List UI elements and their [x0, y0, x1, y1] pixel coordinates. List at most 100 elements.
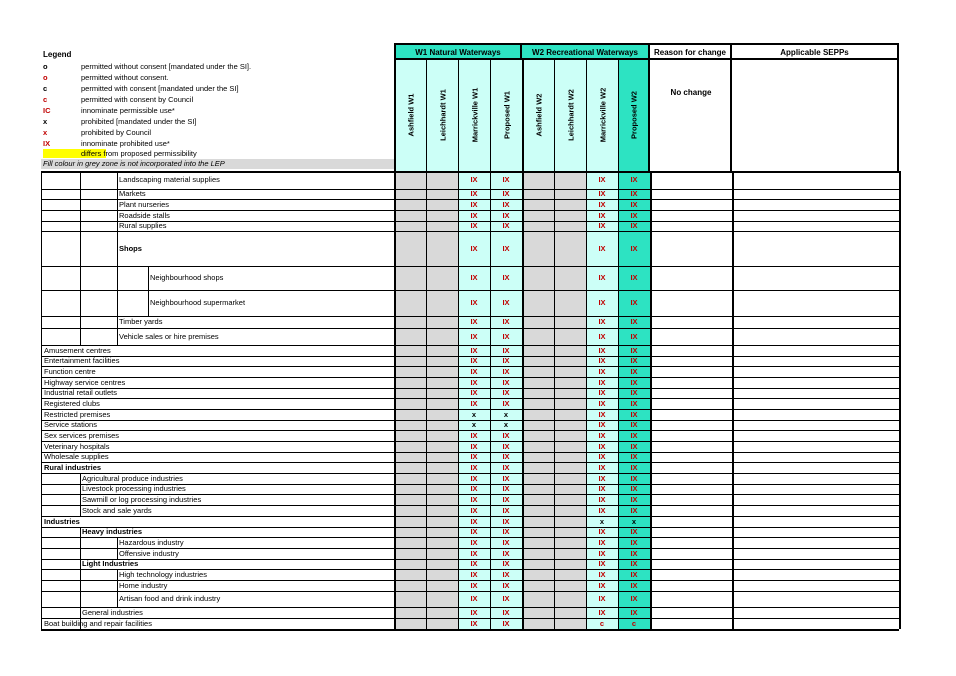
- permissibility-value: IX: [630, 346, 638, 355]
- permissibility-value: IX: [630, 378, 638, 387]
- row-label: High technology industries: [119, 570, 207, 579]
- permissibility-value: IX: [630, 463, 638, 472]
- permissibility-value: IX: [470, 517, 478, 526]
- permissibility-value: IX: [470, 442, 478, 451]
- row-divider: [41, 398, 899, 399]
- permissibility-value: IX: [598, 538, 606, 547]
- row-label: Plant nurseries: [119, 200, 170, 209]
- permissibility-value: IX: [502, 211, 510, 220]
- reason-header: Reason for change: [650, 43, 732, 60]
- row-label: Service stations: [44, 420, 97, 429]
- permissibility-value: IX: [630, 527, 638, 536]
- permissibility-value: IX: [470, 484, 478, 493]
- row-divider: [41, 607, 899, 608]
- column-header-ashfield-w1: Ashfield W1: [394, 60, 426, 171]
- row-divider: [41, 189, 899, 190]
- column-divider: [80, 527, 81, 629]
- permissibility-value: IX: [598, 463, 606, 472]
- row-divider: [41, 388, 899, 389]
- column-header-marrickville-w1: Marrickville W1: [458, 60, 490, 171]
- row-divider: [41, 409, 899, 410]
- permissibility-value: IX: [502, 298, 510, 307]
- permissibility-value: IX: [598, 346, 606, 355]
- column-divider: [117, 537, 118, 559]
- row-divider: [41, 266, 899, 267]
- row-divider: [41, 473, 899, 474]
- column-header-proposed-w2: Proposed W2: [618, 60, 650, 171]
- row-label: Artisan food and drink industry: [119, 594, 221, 603]
- row-divider: [41, 452, 899, 453]
- row-divider: [41, 345, 899, 346]
- permissibility-value: IX: [630, 200, 638, 209]
- column-header-leichhardt-w2: Leichhardt W2: [554, 60, 586, 171]
- row-label: Entertainment facilities: [44, 356, 120, 365]
- legend-description: permitted without consent [mandated unde…: [81, 62, 252, 71]
- permissibility-value: IX: [502, 442, 510, 451]
- permissibility-value: IX: [630, 608, 638, 617]
- row-divider: [41, 290, 899, 291]
- row-label: Light Industries: [82, 559, 139, 568]
- row-label: Roadside stalls: [119, 211, 170, 220]
- permissibility-value: IX: [502, 367, 510, 376]
- permissibility-value: IX: [502, 317, 510, 326]
- permissibility-value: IX: [502, 378, 510, 387]
- permissibility-value: IX: [470, 298, 478, 307]
- permissibility-value: IX: [598, 399, 606, 408]
- permissibility-value: x: [503, 410, 509, 419]
- permissibility-value: IX: [598, 378, 606, 387]
- permissibility-value: IX: [630, 399, 638, 408]
- permissibility-value: IX: [502, 549, 510, 558]
- permissibility-value: IX: [598, 495, 606, 504]
- permissibility-value: IX: [470, 367, 478, 376]
- column-divider: [586, 171, 587, 629]
- permissibility-value: IX: [470, 581, 478, 590]
- column-divider: [41, 171, 42, 629]
- permissibility-value: IX: [630, 189, 638, 198]
- row-divider: [41, 462, 899, 463]
- permissibility-value: IX: [502, 189, 510, 198]
- permissibility-value: IX: [630, 506, 638, 515]
- permissibility-value: IX: [630, 273, 638, 282]
- row-divider: [41, 548, 899, 549]
- row-divider: [41, 328, 899, 329]
- row-divider: [41, 231, 899, 232]
- row-label: Offensive industry: [119, 549, 179, 558]
- w1-group-header: W1 Natural Waterways: [394, 43, 522, 60]
- reason-column-top: [650, 60, 732, 171]
- permissibility-value: IX: [630, 317, 638, 326]
- column-divider: [490, 171, 491, 629]
- column-header-ashfield-w2: Ashfield W2: [522, 60, 554, 171]
- permissibility-value: IX: [502, 463, 510, 472]
- permissibility-value: IX: [598, 527, 606, 536]
- legend-symbol: c: [43, 95, 48, 104]
- row-label: Home industry: [119, 581, 168, 590]
- permissibility-value: IX: [630, 332, 638, 341]
- permissibility-value: IX: [502, 244, 510, 253]
- permissibility-value: IX: [598, 244, 606, 253]
- permissibility-value: IX: [630, 581, 638, 590]
- permissibility-value: IX: [598, 410, 606, 419]
- row-divider: [41, 199, 899, 200]
- row-label: Function centre: [44, 367, 96, 376]
- row-label: Landscaping material supplies: [119, 175, 220, 184]
- permissibility-value: IX: [630, 484, 638, 493]
- permissibility-value: IX: [470, 506, 478, 515]
- permissibility-value: IX: [502, 538, 510, 547]
- permissibility-value: IX: [470, 317, 478, 326]
- column-divider: [426, 171, 427, 629]
- row-label: Rural supplies: [119, 221, 167, 230]
- legend-symbol: o: [43, 62, 48, 71]
- row-label: Registered clubs: [44, 399, 100, 408]
- legend-description: innominate permissible use*: [81, 106, 175, 115]
- row-label: Wholesale supplies: [44, 452, 109, 461]
- permissibility-value: IX: [470, 527, 478, 536]
- permissibility-value: x: [503, 420, 509, 429]
- permissibility-value: x: [471, 420, 477, 429]
- permissibility-value: IX: [630, 298, 638, 307]
- column-divider: [80, 171, 81, 345]
- row-divider: [41, 210, 899, 211]
- permissibility-value: IX: [630, 410, 638, 419]
- permissibility-value: IX: [598, 581, 606, 590]
- permissibility-value: IX: [630, 538, 638, 547]
- row-divider: [41, 171, 899, 173]
